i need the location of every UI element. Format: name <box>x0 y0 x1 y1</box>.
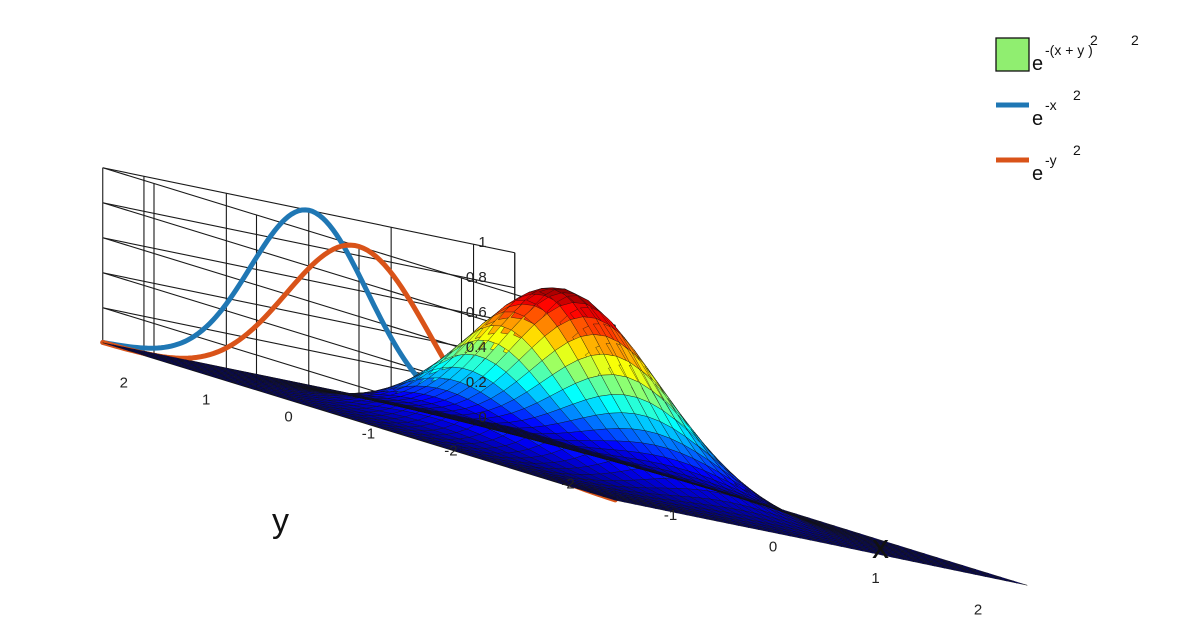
x-tick-label: -2 <box>561 476 574 493</box>
y-axis-label: y <box>272 502 289 540</box>
legend-label-square: 2 <box>1073 142 1081 158</box>
x-axis-label: x <box>872 528 889 566</box>
gaussian-surface <box>102 287 1028 586</box>
legend-label-exponent: -(x + y ) <box>1045 42 1093 58</box>
z-tick-label: 0.4 <box>466 339 487 356</box>
legend-swatch-surface <box>995 37 1030 72</box>
z-tick-label: 0.8 <box>466 269 487 286</box>
y-tick-label: 2 <box>120 374 128 391</box>
y-tick-label: 0 <box>284 408 292 425</box>
surface-patch <box>1004 578 1028 586</box>
z-tick-label: 0 <box>478 409 486 426</box>
legend-label-exponent: -x <box>1045 97 1057 113</box>
z-tick-label: 0.6 <box>466 304 487 321</box>
x-tick-label: 2 <box>974 602 982 619</box>
legend-label-base: e <box>1032 108 1043 130</box>
z-tick-label: 1 <box>478 234 486 251</box>
legend-label-exponent: -y <box>1045 152 1057 168</box>
z-tick-label: 0.2 <box>466 374 487 391</box>
x-tick-label: 1 <box>871 570 879 587</box>
y-tick-label: -2 <box>444 442 457 459</box>
x-tick-label: 0 <box>769 539 777 556</box>
legend: e-(x + y )2 2e-x2e-y2 <box>995 32 1139 185</box>
legend-label-base: e <box>1032 163 1043 185</box>
tick-labels: 0 0.2 0.4 0.6 0.8 1 -2 -1 0 1 2 -2 -1 0 1 2 <box>120 234 983 619</box>
legend-label-base: e <box>1032 53 1043 75</box>
y-tick-label: 1 <box>202 391 210 408</box>
x-tick-label: -1 <box>664 507 677 524</box>
legend-label-square: 2 <box>1131 32 1139 48</box>
legend-label-square: 2 <box>1090 32 1098 48</box>
y-tick-label: -1 <box>362 425 375 442</box>
legend-label-square: 2 <box>1073 87 1081 103</box>
